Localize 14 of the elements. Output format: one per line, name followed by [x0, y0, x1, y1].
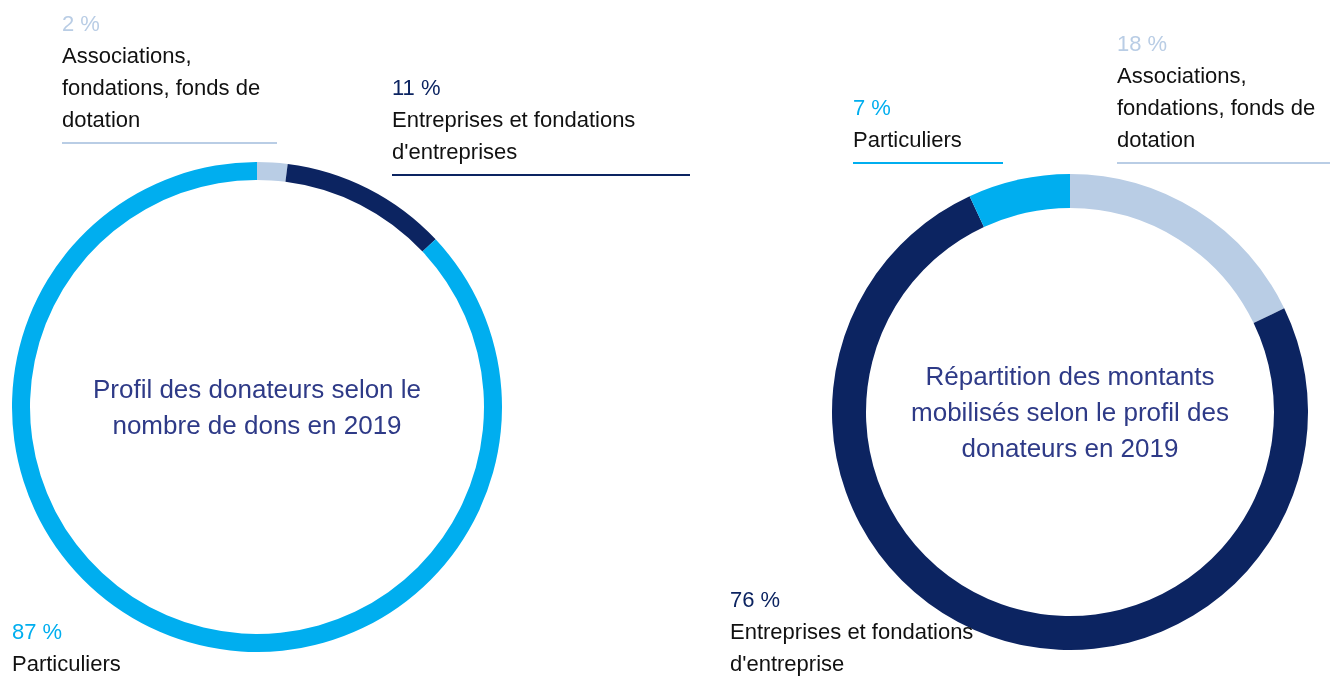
data-label: 87 % [12, 618, 64, 646]
slice-label: Entreprises et fondations d'entreprises [392, 107, 636, 164]
slice-label: Entreprises et fondations d'entreprise [730, 619, 974, 676]
data-label: 11 % [392, 74, 442, 102]
text: Répartition des montants mobilisés selon le profil des donateurs en 2019 [910, 360, 1230, 465]
data-label: 76 % [730, 586, 782, 614]
slice-label: Particuliers [853, 127, 962, 152]
data-label: 7 % [853, 94, 892, 122]
slice-label: Associations, fondations, fonds de dotation [1117, 63, 1316, 152]
text: Profil des donateurs selon le nombre de dons en 2019 [91, 373, 423, 442]
slice-label: Particuliers [12, 651, 121, 676]
data-label: 2 % [62, 10, 101, 38]
slice-label: Associations, fondations, fonds de dotation [62, 43, 261, 132]
data-label: 18 % [1117, 30, 1169, 58]
